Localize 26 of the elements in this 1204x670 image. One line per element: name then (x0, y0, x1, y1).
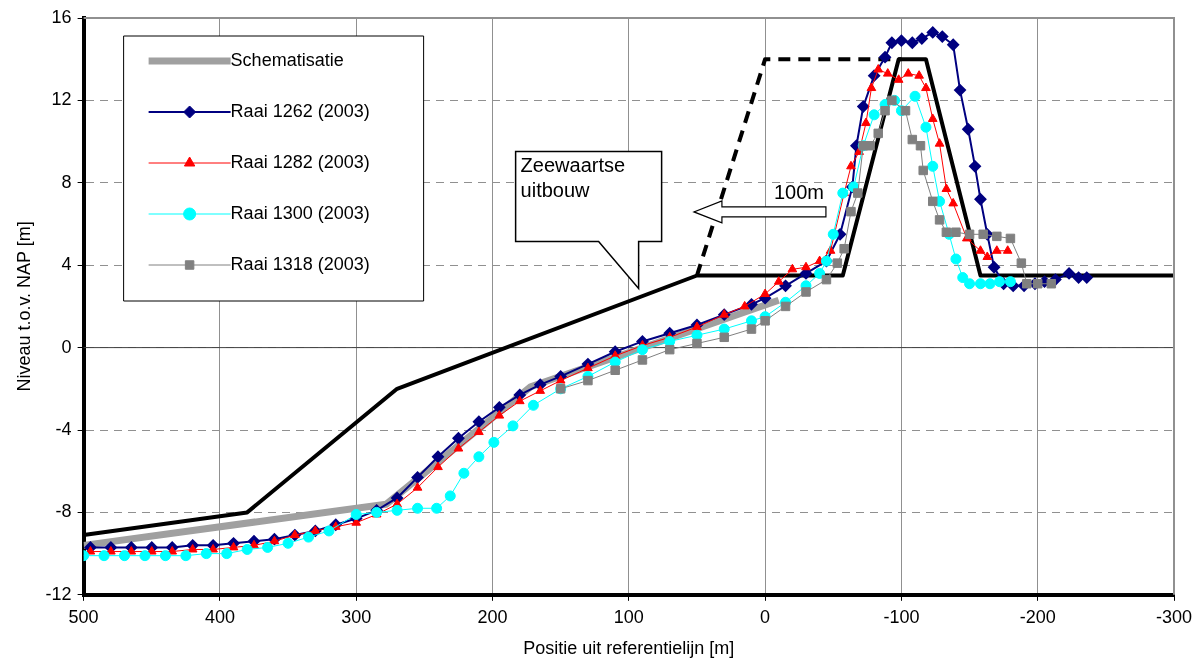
y-tick-label: 0 (61, 336, 72, 357)
y-axis-title: Niveau t.o.v. NAP [m] (13, 221, 34, 392)
x-tick-label: 100 (613, 606, 644, 627)
legend-label: Raai 1262 (2003) (230, 100, 370, 121)
x-tick-label: 0 (760, 606, 771, 627)
x-tick-label: -200 (1019, 606, 1056, 627)
annotation: 100m (773, 181, 824, 204)
y-tick-label: 8 (61, 171, 72, 192)
y-tick-label: -12 (45, 583, 72, 604)
y-tick-label: -8 (55, 501, 72, 522)
x-tick-label: 300 (341, 606, 372, 627)
x-tick-label: -100 (883, 606, 920, 627)
x-tick-label: 500 (68, 606, 99, 627)
y-tick-label: 16 (51, 6, 72, 27)
annotation: Zeewaartse uitbouw (520, 154, 626, 202)
x-tick-label: -300 (1155, 606, 1193, 627)
y-tick-label: 4 (61, 254, 72, 275)
legend-label: Schematisatie (230, 49, 344, 70)
x-tick-label: 200 (477, 606, 508, 627)
x-axis-title: Positie uit referentielijn [m] (523, 638, 735, 659)
y-tick-label: -4 (55, 418, 72, 439)
y-tick-label: 12 (51, 89, 72, 110)
legend-label: Raai 1318 (2003) (230, 253, 370, 274)
legend-label: Raai 1300 (2003) (230, 202, 370, 223)
x-tick-label: 400 (204, 606, 235, 627)
legend-label: Raai 1282 (2003) (230, 151, 370, 172)
